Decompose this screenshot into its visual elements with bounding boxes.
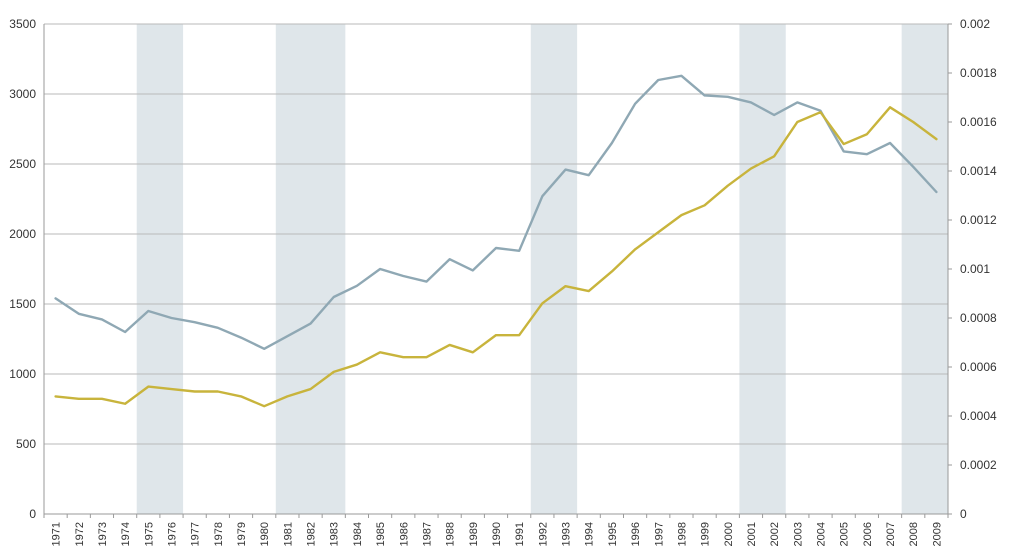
shaded-period-2008-2009 — [901, 24, 948, 514]
x-tick-label: 1982 — [306, 522, 318, 546]
right-y-tick-label: 0.0012 — [960, 213, 997, 227]
x-tick-label: 2006 — [862, 522, 874, 546]
x-tick-label: 1972 — [74, 522, 86, 546]
x-tick-label: 1973 — [97, 522, 109, 546]
right-y-tick-label: 0.001 — [960, 262, 990, 276]
right-y-tick-labels: 0 0.0002 0.0004 0.0006 0.0008 0.001 0.0012 0.00… — [960, 17, 997, 521]
left-y-tick-label: 1000 — [9, 367, 36, 381]
x-tick-label: 1977 — [190, 522, 202, 546]
shaded-period-2001-2002 — [739, 24, 786, 514]
gridlines — [44, 23, 948, 515]
x-tick-label: 1983 — [329, 522, 341, 546]
right-y-tick-label: 0.0016 — [960, 115, 997, 129]
series-left-axis-line — [54, 74, 938, 350]
x-tick-label: 1981 — [282, 522, 294, 546]
x-tick-label: 2008 — [908, 522, 920, 546]
x-tick-labels: 1971 1972 1973 1974 1975 1976 1977 1978 1979 1980… — [51, 522, 944, 546]
x-tick-label: 1971 — [51, 522, 63, 546]
x-tick-label: 2007 — [885, 522, 897, 546]
x-tick-label: 1995 — [607, 522, 619, 546]
right-y-tick-label: 0.0006 — [960, 360, 997, 374]
right-y-tick-label: 0.0002 — [960, 458, 997, 472]
right-y-tick-label: 0.0008 — [960, 311, 997, 325]
x-tick-label: 1990 — [491, 522, 503, 546]
x-tick-label: 1984 — [352, 522, 364, 546]
shaded-period-1992-1993 — [530, 24, 578, 514]
x-tick-label: 1994 — [584, 522, 596, 546]
left-y-tick-label: 0 — [29, 507, 36, 521]
series-right-axis-line — [54, 106, 938, 408]
x-tick-label: 1989 — [468, 522, 480, 546]
shaded-period-1981-1983 — [275, 24, 346, 514]
axes — [43, 23, 952, 518]
x-tick-label: 1985 — [375, 522, 387, 546]
left-y-tick-label: 2000 — [9, 227, 36, 241]
left-y-tick-label: 2500 — [9, 157, 36, 171]
left-y-tick-label: 1500 — [9, 297, 36, 311]
x-tick-label: 1992 — [537, 522, 549, 546]
left-y-tick-label: 500 — [16, 437, 36, 451]
x-tick-label: 1997 — [653, 522, 665, 546]
x-tick-label: 2003 — [792, 522, 804, 546]
left-y-tick-labels: 0 500 1000 1500 2000 2500 3000 3500 — [9, 17, 36, 521]
x-tick-label: 2001 — [746, 522, 758, 546]
x-tick-label: 1978 — [213, 522, 225, 546]
x-tick-label: 1993 — [561, 522, 573, 546]
x-tick-label: 1980 — [259, 522, 271, 546]
recession-shading-layer — [136, 24, 948, 514]
x-tick-label: 2000 — [723, 522, 735, 546]
x-tick-label: 1987 — [421, 522, 433, 546]
x-tick-label: 1988 — [445, 522, 457, 546]
x-tick-label: 1986 — [398, 522, 410, 546]
right-y-tick-label: 0.0004 — [960, 409, 997, 423]
x-tick-label: 1991 — [514, 522, 526, 546]
x-tick-label: 2004 — [816, 522, 828, 546]
x-tick-label: 1998 — [676, 522, 688, 546]
x-tick-label: 2002 — [769, 522, 781, 546]
right-y-tick-label: 0.0018 — [960, 66, 997, 80]
x-tick-label: 1996 — [630, 522, 642, 546]
x-tick-label: 2009 — [931, 522, 943, 546]
left-y-tick-label: 3500 — [9, 17, 36, 31]
x-tick-label: 2005 — [839, 522, 851, 546]
x-tick-label: 1975 — [143, 522, 155, 546]
right-y-tick-label: 0.002 — [960, 17, 990, 31]
x-tick-label: 1999 — [700, 522, 712, 546]
series-lines — [54, 74, 938, 408]
shaded-period-1975-1976 — [136, 24, 184, 514]
left-y-tick-label: 3000 — [9, 87, 36, 101]
x-tick-label: 1979 — [236, 522, 248, 546]
x-tick-label: 1974 — [120, 522, 132, 546]
right-y-tick-label: 0 — [960, 507, 967, 521]
x-tick-label: 1976 — [166, 522, 178, 546]
right-y-tick-label: 0.0014 — [960, 164, 997, 178]
